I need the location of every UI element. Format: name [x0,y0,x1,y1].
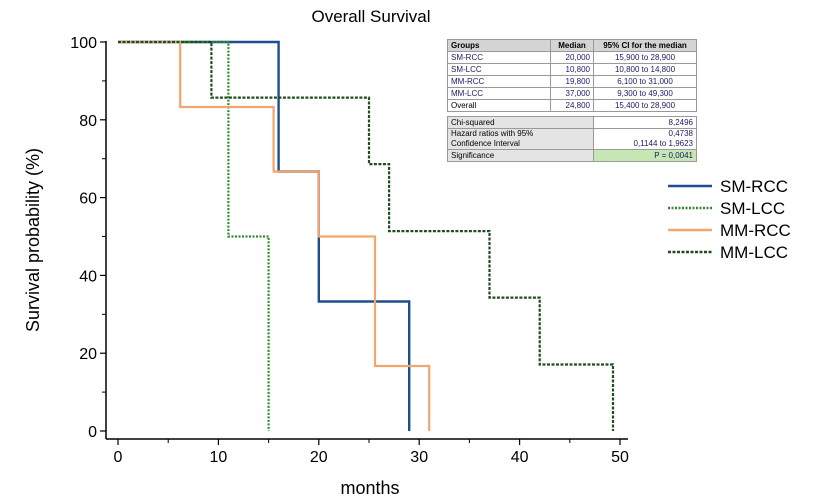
chart-title: Overall Survival [311,7,430,26]
legend-label: MM-RCC [720,221,791,240]
significance-label: Significance [447,149,594,162]
significance-value: P = 0,0041 [593,149,697,162]
chi-squared-value: 8,2496 [593,116,697,129]
table-header-row: Groups Median 95% CI for the median [447,39,697,52]
statistics-table: Groups Median 95% CI for the median SM-R… [447,39,697,162]
table-header: Groups [447,39,551,52]
table-cell: MM-LCC [447,87,551,100]
table-cell: SM-RCC [447,51,551,64]
table-cell: 15,400 to 28,900 [593,99,697,112]
table-header: 95% CI for the median [593,39,697,52]
hazard-ratio-label-line: Confidence Interval [451,139,520,148]
hazard-ratio-value-line: 0,4738 [668,129,693,138]
table-row: MM-LCC 37,000 9,300 to 49,300 [447,87,697,100]
table-cell: 10,800 [550,63,594,76]
table-cell: 9,300 to 49,300 [593,87,697,100]
table-row: SM-LCC 10,800 10,800 to 14,800 [447,63,697,76]
y-tick-label: 40 [79,268,97,285]
x-tick-label: 20 [310,449,328,466]
hazard-ratio-value-line: 0,1144 to 1,9623 [633,139,693,148]
hazard-ratio-label: Hazard ratios with 95% Confidence Interv… [447,128,594,150]
table-row: SM-RCC 20,000 15,900 to 28,900 [447,51,697,64]
y-tick-label: 60 [79,191,97,208]
table-cell: Overall [447,99,551,112]
table-cell: 6,100 to 31,000 [593,75,697,88]
table-row: Hazard ratios with 95% Confidence Interv… [447,128,697,150]
table-row: Chi-squared 8,2496 [447,116,697,129]
table-header: Median [550,39,594,52]
table-cell: MM-RCC [447,75,551,88]
y-tick-label: 80 [79,113,97,130]
hazard-ratio-value: 0,4738 0,1144 to 1,9623 [593,128,697,150]
y-tick-label: 100 [70,35,97,52]
table-cell: 20,000 [550,51,594,64]
table-cell: 37,000 [550,87,594,100]
table-row: Overall 24,800 15,400 to 28,900 [447,99,697,112]
table-row: MM-RCC 19,800 6,100 to 31,000 [447,75,697,88]
x-tick-label: 0 [114,449,123,466]
chi-squared-label: Chi-squared [447,116,594,129]
legend-label: MM-LCC [720,243,788,262]
series-line-sm-lcc [118,40,270,431]
table-cell: 15,900 to 28,900 [593,51,697,64]
legend-label: SM-RCC [720,177,788,196]
x-axis-label: months [340,478,399,498]
series-line-mm-rcc [118,40,431,431]
x-tick-label: 50 [611,449,629,466]
table-cell: 19,800 [550,75,594,88]
y-tick-label: 20 [79,346,97,363]
hazard-ratio-label-line: Hazard ratios with 95% [451,129,534,138]
x-tick-label: 30 [410,449,428,466]
x-tick-label: 10 [210,449,228,466]
x-tick-label: 40 [511,449,529,466]
table-cell: 10,800 to 14,800 [593,63,697,76]
table-cell: 24,800 [550,99,594,112]
y-axis-label: Survival probability (%) [23,148,43,332]
series-line-mm-lcc [118,40,615,431]
table-cell: SM-LCC [447,63,551,76]
legend-label: SM-LCC [720,199,785,218]
table-row: Significance P = 0,0041 [447,149,697,162]
y-tick-label: 0 [88,424,97,441]
